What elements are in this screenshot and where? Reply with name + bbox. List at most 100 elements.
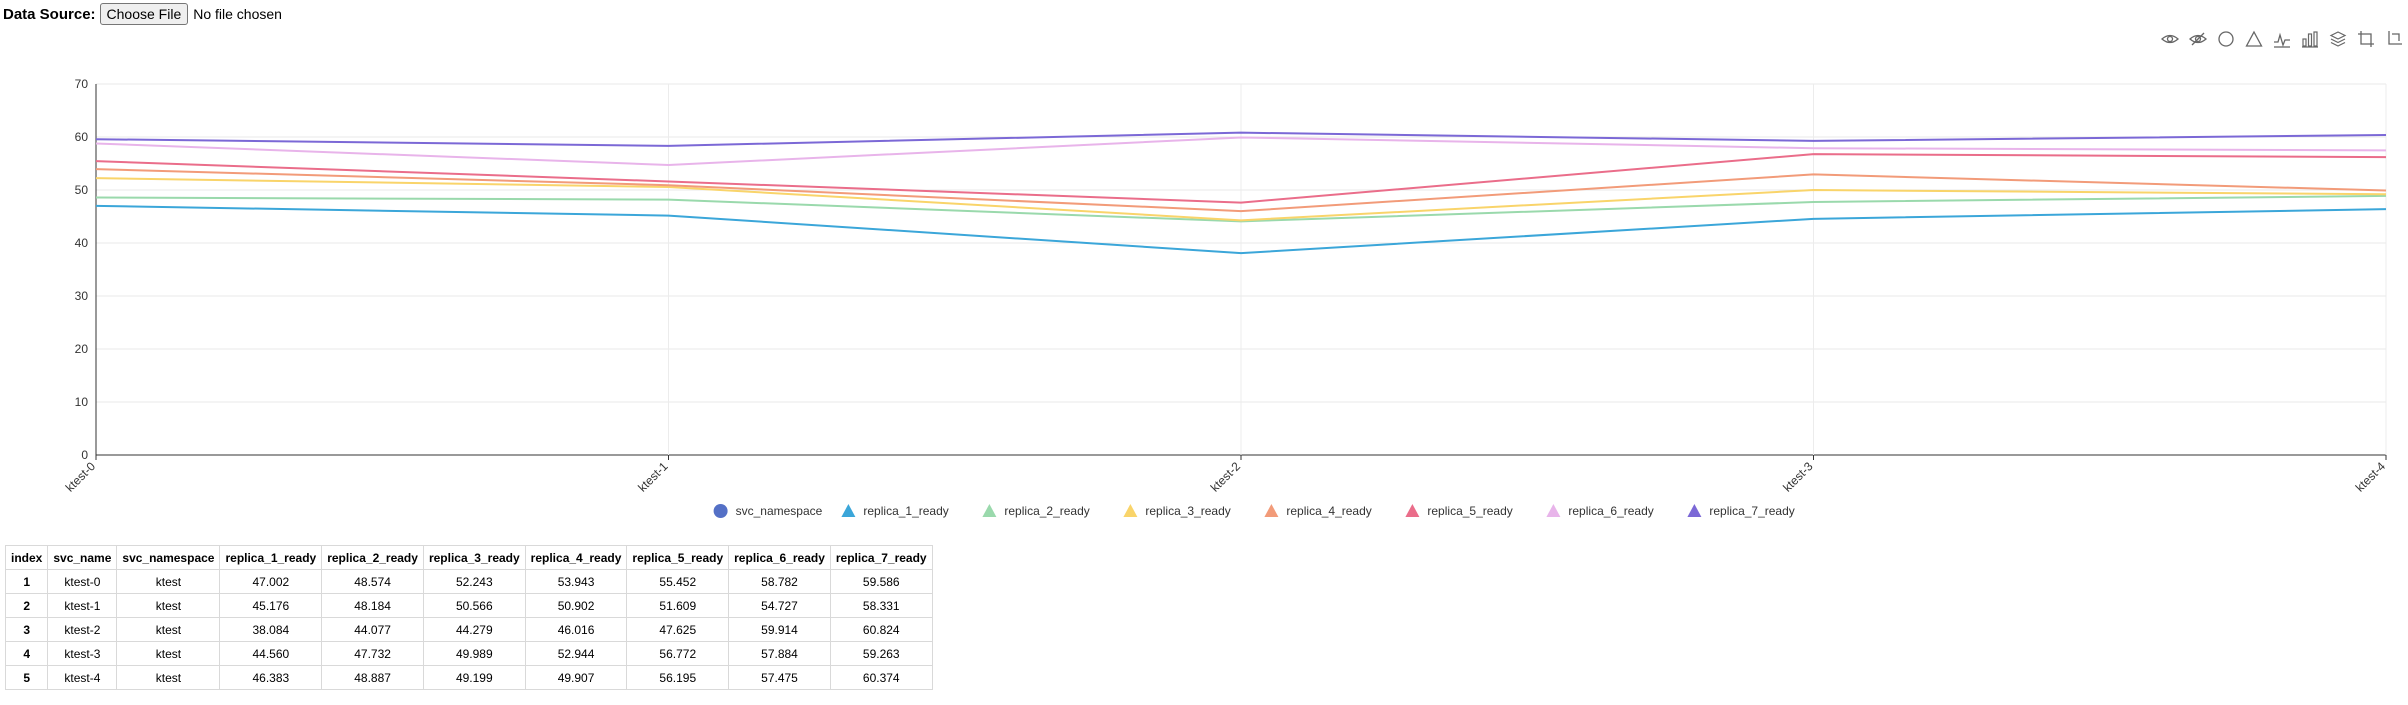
column-header-replica_2_ready: replica_2_ready xyxy=(321,545,424,570)
table-cell-replica_3_ready: 44.279 xyxy=(422,617,526,642)
table-cell-replica_5_ready: 56.195 xyxy=(626,665,730,690)
legend-label-replica_4_ready: replica_4_ready xyxy=(1286,504,1371,518)
choose-file-button[interactable]: Choose File xyxy=(99,3,189,25)
x-tick-label: ktest-4 xyxy=(2353,459,2389,495)
table-cell-svc_namespace: ktest xyxy=(116,641,221,666)
legend-marker-svc_namespace xyxy=(713,504,728,518)
eye-icon[interactable] xyxy=(2160,29,2180,49)
table-cell-replica_4_ready: 52.944 xyxy=(524,641,628,666)
table-row: 4 ktest-3 ktest 44.560 47.732 49.989 52.944 56.… xyxy=(4,641,933,666)
table-header-row: index svc_name svc_namespace replica_1_read… xyxy=(4,545,933,570)
x-tick-label: ktest-2 xyxy=(1208,459,1244,495)
legend-marker-replica_1_ready xyxy=(841,504,856,517)
data-source-bar: Data Source: Choose File No file chosen xyxy=(3,3,282,25)
table-cell-index: 3 xyxy=(4,617,49,642)
stack-icon[interactable] xyxy=(2328,29,2348,49)
table-cell-replica_1_ready: 47.002 xyxy=(219,569,323,594)
table-cell-index: 2 xyxy=(4,593,49,618)
column-header-replica_4_ready: replica_4_ready xyxy=(524,545,628,570)
legend-label-replica_1_ready: replica_1_ready xyxy=(863,504,948,518)
y-tick-label: 50 xyxy=(75,183,89,197)
y-tick-label: 30 xyxy=(75,289,89,303)
crop-icon[interactable] xyxy=(2356,29,2376,49)
table-cell-replica_1_ready: 38.084 xyxy=(219,617,323,642)
x-tick-label: ktest-3 xyxy=(1780,459,1816,495)
series-line-replica_2_ready xyxy=(95,194,2387,223)
table-cell-replica_5_ready: 47.625 xyxy=(626,617,730,642)
legend-marker-replica_7_ready xyxy=(1687,504,1702,517)
table-cell-replica_2_ready: 44.077 xyxy=(321,617,424,642)
table-cell-replica_1_ready: 46.383 xyxy=(219,665,323,690)
column-header-replica_3_ready: replica_3_ready xyxy=(422,545,526,570)
table-cell-index: 4 xyxy=(4,641,49,666)
eye-off-icon[interactable] xyxy=(2188,29,2208,49)
legend-marker-replica_4_ready xyxy=(1264,504,1279,517)
line-chart-icon[interactable] xyxy=(2272,29,2292,49)
table-cell-replica_6_ready: 58.782 xyxy=(728,569,831,594)
series-line-replica_4_ready xyxy=(95,168,2387,213)
y-tick-label: 10 xyxy=(75,395,89,409)
x-tick-label: ktest-0 xyxy=(63,459,99,495)
table-cell-replica_7_ready: 60.824 xyxy=(829,617,933,642)
table-row: 5 ktest-4 ktest 46.383 48.887 49.199 49.907 56.… xyxy=(4,665,933,690)
table-cell-replica_6_ready: 57.884 xyxy=(728,641,831,666)
table-cell-index: 1 xyxy=(4,569,49,594)
legend-label-replica_7_ready: replica_7_ready xyxy=(1709,504,1794,518)
table-cell-replica_3_ready: 52.243 xyxy=(422,569,526,594)
column-header-svc_namespace: svc_namespace xyxy=(116,545,221,570)
table-cell-replica_4_ready: 53.943 xyxy=(524,569,628,594)
table-cell-svc_namespace: ktest xyxy=(116,617,221,642)
bar-chart-icon[interactable] xyxy=(2300,29,2320,49)
column-header-index: index xyxy=(4,545,49,570)
table-cell-svc_namespace: ktest xyxy=(116,569,221,594)
x-tick-label: ktest-1 xyxy=(635,459,671,495)
restore-icon[interactable] xyxy=(2384,29,2404,49)
table-cell-replica_5_ready: 56.772 xyxy=(626,641,730,666)
table-cell-replica_2_ready: 48.887 xyxy=(321,665,424,690)
y-tick-label: 20 xyxy=(75,342,89,356)
series-line-replica_5_ready xyxy=(95,153,2387,204)
column-header-replica_6_ready: replica_6_ready xyxy=(728,545,831,570)
table-cell-index: 5 xyxy=(4,665,49,690)
y-tick-label: 60 xyxy=(75,130,89,144)
data-table: index svc_name svc_namespace replica_1_read… xyxy=(4,545,933,690)
legend-label-svc_namespace: svc_namespace xyxy=(736,504,823,518)
table-cell-replica_7_ready: 59.263 xyxy=(829,641,933,666)
y-tick-label: 40 xyxy=(75,236,89,250)
chart-toolbox xyxy=(2160,29,2404,49)
table-cell-replica_3_ready: 49.989 xyxy=(422,641,526,666)
table-cell-replica_1_ready: 45.176 xyxy=(219,593,323,618)
column-header-svc_name: svc_name xyxy=(47,545,118,570)
series-line-replica_6_ready xyxy=(95,136,2387,166)
table-cell-replica_1_ready: 44.560 xyxy=(219,641,323,666)
table-cell-replica_6_ready: 59.914 xyxy=(728,617,831,642)
column-header-replica_5_ready: replica_5_ready xyxy=(626,545,730,570)
circle-icon[interactable] xyxy=(2216,29,2236,49)
table-cell-replica_7_ready: 58.331 xyxy=(829,593,933,618)
table-cell-replica_2_ready: 48.574 xyxy=(321,569,424,594)
table-cell-replica_2_ready: 48.184 xyxy=(321,593,424,618)
table-cell-svc_name: ktest-3 xyxy=(47,641,118,666)
y-tick-label: 70 xyxy=(75,77,89,91)
table-cell-replica_7_ready: 60.374 xyxy=(829,665,933,690)
legend-label-replica_3_ready: replica_3_ready xyxy=(1145,504,1230,518)
column-header-replica_7_ready: replica_7_ready xyxy=(829,545,933,570)
table-body: 1 ktest-0 ktest 47.002 48.574 52.243 53.943 55.… xyxy=(4,569,933,690)
table-row: 3 ktest-2 ktest 38.084 44.077 44.279 46.016 47.… xyxy=(4,617,933,642)
table-cell-replica_7_ready: 59.586 xyxy=(829,569,933,594)
table-cell-svc_namespace: ktest xyxy=(116,665,221,690)
series-line-replica_1_ready xyxy=(95,204,2387,255)
file-status-text: No file chosen xyxy=(193,6,282,22)
triangle-icon[interactable] xyxy=(2244,29,2264,49)
legend-marker-replica_6_ready xyxy=(1546,504,1561,517)
table-cell-replica_3_ready: 50.566 xyxy=(422,593,526,618)
series-line-replica_3_ready xyxy=(95,177,2387,222)
table-cell-svc_namespace: ktest xyxy=(116,593,221,618)
legend-label-replica_6_ready: replica_6_ready xyxy=(1568,504,1653,518)
table-cell-replica_5_ready: 51.609 xyxy=(626,593,730,618)
table-cell-svc_name: ktest-0 xyxy=(47,569,118,594)
table-row: 1 ktest-0 ktest 47.002 48.574 52.243 53.943 55.… xyxy=(4,569,933,594)
legend-marker-replica_3_ready xyxy=(1123,504,1138,517)
table-cell-svc_name: ktest-2 xyxy=(47,617,118,642)
table-cell-svc_name: ktest-4 xyxy=(47,665,118,690)
